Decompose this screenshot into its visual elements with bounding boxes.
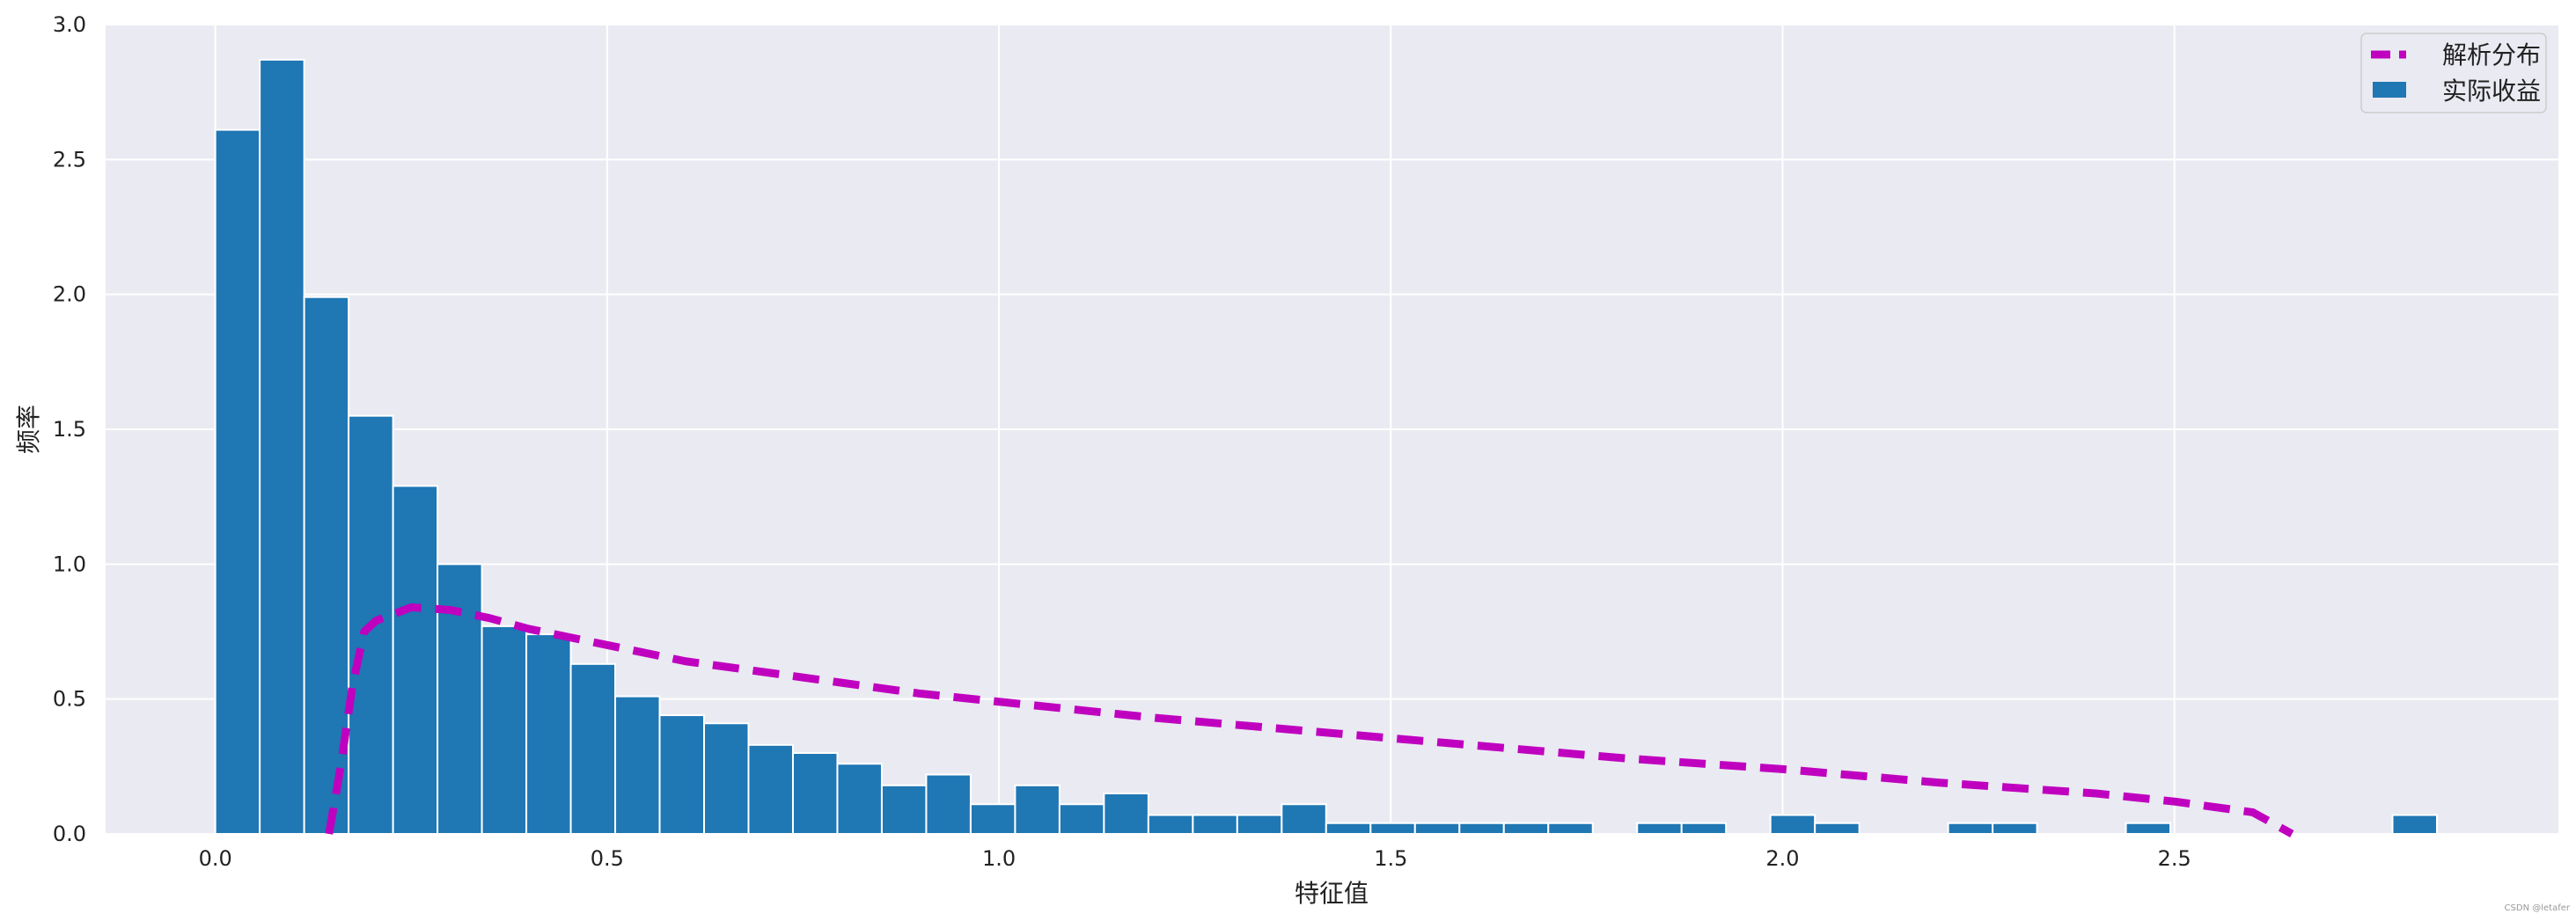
x-tick-label: 2.0 bbox=[1765, 846, 1799, 871]
histogram-bar bbox=[1413, 822, 1461, 836]
histogram-bar bbox=[1947, 822, 1994, 836]
histogram-bar bbox=[1547, 822, 1594, 836]
histogram-bar bbox=[969, 803, 1016, 835]
histogram-bar bbox=[1281, 803, 1327, 835]
histogram-bar bbox=[614, 695, 661, 835]
x-tick-labels: 0.0 0.5 1.0 1.5 2.0 2.5 bbox=[199, 846, 2191, 871]
histogram-bar bbox=[2391, 814, 2438, 835]
histogram-bar bbox=[1014, 784, 1060, 835]
histogram-bar bbox=[1680, 822, 1728, 836]
histogram-bar bbox=[880, 784, 928, 835]
histogram-bar bbox=[392, 485, 439, 836]
histogram-bar bbox=[437, 563, 483, 835]
y-tick-label: 2.5 bbox=[53, 147, 86, 172]
histogram-bar bbox=[658, 714, 706, 835]
histogram-bar bbox=[259, 58, 305, 836]
histogram-bar bbox=[1103, 793, 1149, 835]
histogram-bar bbox=[1236, 814, 1283, 835]
legend: 解析分布 实际收益 bbox=[2360, 33, 2547, 113]
x-tick-label: 0.0 bbox=[199, 846, 232, 871]
histogram-bar bbox=[1325, 822, 1372, 836]
histogram-bar bbox=[525, 633, 572, 835]
legend-bar-swatch bbox=[2373, 82, 2406, 98]
x-tick-label: 1.5 bbox=[1374, 846, 1407, 871]
analytic-distribution-line bbox=[325, 603, 2294, 837]
y-tick-labels: 0.0 0.5 1.0 1.5 2.0 2.5 3.0 bbox=[53, 12, 86, 846]
y-axis-label: 频率 bbox=[14, 405, 43, 454]
histogram-bar bbox=[481, 625, 528, 835]
x-tick-label: 2.5 bbox=[2158, 846, 2191, 871]
y-tick-label: 1.0 bbox=[53, 552, 86, 576]
histogram-bar bbox=[1369, 822, 1416, 836]
y-tick-label: 1.5 bbox=[53, 417, 86, 442]
histogram-bar bbox=[214, 128, 261, 836]
histogram-bar bbox=[1458, 822, 1505, 836]
histogram-bar bbox=[2125, 822, 2172, 836]
histogram-bar bbox=[1769, 814, 1816, 835]
histogram-bar bbox=[1147, 814, 1194, 835]
histogram-bar bbox=[747, 743, 794, 835]
histogram-bar bbox=[1636, 822, 1683, 836]
histogram-bar bbox=[569, 662, 617, 835]
x-tick-label: 0.5 bbox=[591, 846, 624, 871]
histogram-bar bbox=[836, 763, 883, 835]
legend-box bbox=[2360, 33, 2547, 113]
analytic-line-layer bbox=[325, 603, 2294, 837]
y-tick-label: 0.5 bbox=[53, 687, 86, 712]
x-tick-label: 1.0 bbox=[982, 846, 1016, 871]
y-tick-label: 3.0 bbox=[53, 12, 86, 37]
histogram-bar bbox=[925, 773, 972, 835]
histogram-bar bbox=[1814, 822, 1860, 836]
histogram-bar bbox=[791, 752, 839, 835]
legend-line-label: 解析分布 bbox=[2442, 40, 2541, 69]
y-tick-label: 2.0 bbox=[53, 282, 86, 307]
histogram-bar bbox=[1192, 814, 1238, 835]
x-axis-label: 特征值 bbox=[1295, 879, 1369, 908]
legend-bar-label: 实际收益 bbox=[2442, 77, 2541, 106]
histogram-bar bbox=[703, 722, 750, 835]
watermark: CSDN @letafer bbox=[2505, 903, 2571, 913]
histogram-bar bbox=[1058, 803, 1105, 835]
histogram-bar bbox=[1502, 822, 1550, 836]
histogram-bar bbox=[1992, 822, 2038, 836]
y-tick-label: 0.0 bbox=[53, 822, 86, 846]
